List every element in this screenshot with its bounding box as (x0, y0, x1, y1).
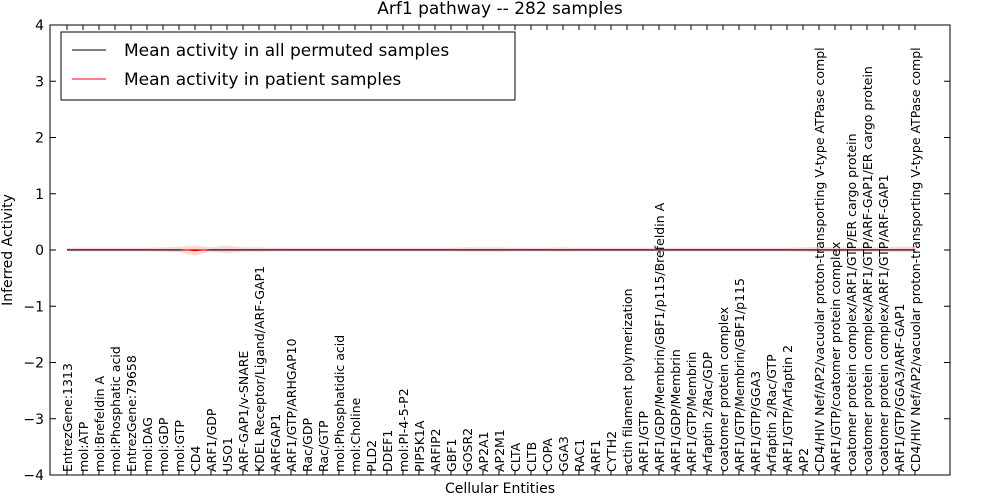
x-tick-label: ARF1/GTP/Arfaptin 2 (780, 345, 795, 472)
x-tick-label: mol:DAG (140, 417, 155, 472)
x-tick-label: coatomer protein complex (716, 307, 731, 472)
legend: Mean activity in all permuted samples Me… (60, 31, 516, 101)
x-tick-label: mol:GTP (172, 420, 187, 472)
x-tick-label: AP2M1 (492, 429, 507, 472)
x-tick-label: CD4/HIV Nef/AP2/vacuolar proton-transpor… (908, 47, 923, 472)
x-tick-label: ARF1/GDP/Membrin/GBF1/p115/Brefeldin A (652, 202, 667, 472)
y-tick-label: 2 (35, 131, 44, 147)
x-tick-label: ARF1/GTP (636, 411, 651, 472)
x-tick-label: Rac/GDP (300, 418, 315, 472)
x-tick-label: AP2A1 (476, 431, 491, 472)
x-axis-ticks (66, 25, 916, 475)
x-tick-label: CLTA (508, 442, 523, 472)
x-tick-label: ARF1/GTP/Membrin/GBF1/p115 (732, 278, 747, 472)
legend-label-permuted: Mean activity in all permuted samples (124, 41, 449, 61)
x-tick-label: COPA (540, 438, 555, 472)
legend-label-patient: Mean activity in patient samples (124, 70, 401, 90)
y-tick-label: 0 (35, 243, 44, 259)
x-tick-label: EntrezGene:79658 (124, 355, 139, 472)
x-tick-label: coatomer protein complex/ARF1/GTP/ARF-GA… (860, 66, 875, 472)
y-tick-label: −4 (23, 468, 44, 484)
x-tick-label: KDEL Receptor/Ligand/ARF-GAP1 (252, 266, 267, 472)
x-tick-label: ARF1/GTP/coatomer protein complex (828, 242, 843, 472)
x-tick-label: Rac/GTP (316, 420, 331, 472)
x-tick-label: ARF1/GTP/GGA3/ARF-GAP1 (892, 304, 907, 472)
x-tick-label: coatomer protein complex/ARF1/GTP/ARF-GA… (876, 174, 891, 472)
x-tick-label: ARF1/GTP/Membrin (684, 352, 699, 472)
x-tick-label: GBF1 (444, 439, 459, 472)
x-tick-label: Arfaptin 2/Rac/GTP (764, 354, 779, 472)
y-tick-label: −2 (23, 356, 44, 372)
x-tick-label: CYTH2 (604, 431, 619, 472)
series-band-1 (67, 245, 915, 256)
x-tick-label: ARF1/GTP/ARHGAP10 (284, 338, 299, 472)
x-tick-label: ARF-GAP1/v-SNARE (236, 351, 251, 472)
x-tick-label: Arfaptin 2/Rac/GDP (700, 351, 715, 472)
x-tick-label: AP2 (796, 448, 811, 472)
x-tick-label: actin filament polymerization (620, 288, 635, 472)
x-tick-label: mol:GDP (156, 417, 171, 472)
y-tick-label: 1 (35, 187, 44, 203)
x-tick-label: CLTB (524, 442, 539, 472)
x-tick-label: CD4 (188, 446, 203, 472)
x-tick-label: RAC1 (572, 439, 587, 472)
x-tick-label: ARFIP2 (428, 428, 443, 472)
x-tick-label: ARF1/GTP/GGA3 (748, 371, 763, 472)
x-tick-label: GGA3 (556, 436, 571, 472)
y-tick-label: 4 (35, 18, 44, 34)
x-tick-label: mol:ATP (76, 421, 91, 472)
x-tick-label: mol:Phosphatic acid (108, 346, 123, 472)
x-tick-label: mol:PI-4-5-P2 (396, 388, 411, 472)
x-tick-label: coatomer protein complex/ARF1/GTP/ER car… (844, 133, 859, 472)
x-tick-label: ARF1/GDP (204, 408, 219, 472)
series-line-1 (67, 248, 915, 252)
x-tick-label: CD4/HIV Nef/AP2/vacuolar proton-transpor… (812, 47, 827, 472)
x-tick-label: ARF1/GDP/Membrin (668, 349, 683, 472)
y-tick-label: −1 (23, 299, 44, 315)
y-tick-label: −3 (23, 412, 44, 428)
y-axis-label: Inferred Activity (0, 194, 16, 306)
x-tick-label: mol:Brefeldin A (92, 375, 107, 472)
x-tick-label: PLD2 (364, 440, 379, 472)
x-tick-label: GOSR2 (460, 428, 475, 472)
x-tick-label: USO1 (220, 437, 235, 472)
x-tick-label: ARFGAP1 (268, 414, 283, 472)
x-axis-label: Cellular Entities (445, 481, 555, 497)
chart-title: Arf1 pathway -- 282 samples (377, 0, 623, 19)
x-tick-label: mol:Phosphatidic acid (332, 335, 347, 472)
legend-box (60, 31, 516, 101)
x-tick-label: PIP5K1A (412, 420, 427, 472)
x-tick-label: mol:Choline (348, 397, 363, 472)
x-tick-label: DDEF1 (380, 430, 395, 472)
y-axis-ticks: −4 −3 −2 −1 0 1 2 3 4 (23, 18, 950, 484)
x-tick-label: EntrezGene:1313 (60, 363, 75, 472)
y-tick-label: 3 (35, 74, 44, 90)
x-tick-label: ARF1 (588, 440, 603, 472)
